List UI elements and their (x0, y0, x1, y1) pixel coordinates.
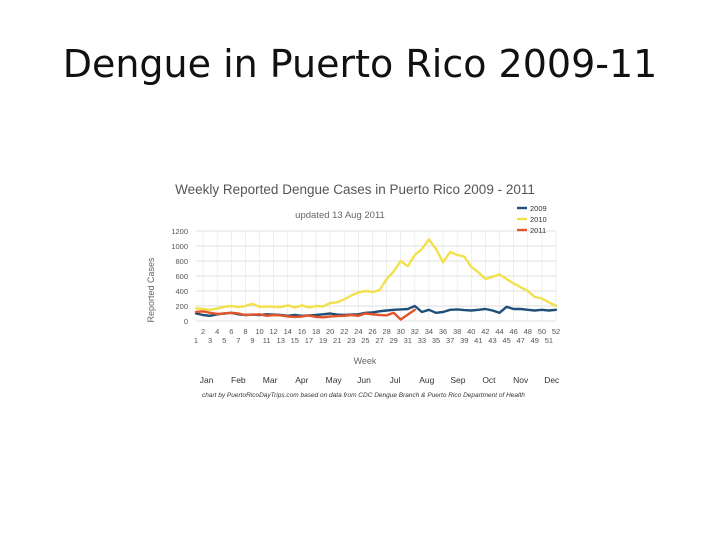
x-tick-label: 30 (397, 327, 405, 336)
month-label: Jun (357, 375, 371, 385)
chart-subtitle: updated 13 Aug 2011 (295, 210, 385, 221)
dengue-chart: Weekly Reported Dengue Cases in Puerto R… (140, 170, 580, 405)
y-axis-label: Reported Cases (146, 257, 156, 323)
x-tick-label: 24 (354, 327, 362, 336)
source-note: chart by PuertoRicoDayTrips.com based on… (202, 392, 525, 399)
month-label: Sep (450, 375, 465, 385)
x-tick-label: 47 (517, 336, 525, 345)
x-tick-label: 32 (411, 327, 419, 336)
month-label: May (326, 375, 343, 385)
x-tick-label: 52 (552, 327, 560, 336)
x-tick-label: 21 (333, 336, 341, 345)
x-tick-label: 25 (361, 336, 369, 345)
y-tick-label: 0 (184, 317, 188, 326)
month-label: Aug (419, 375, 434, 385)
x-tick-label: 1 (194, 336, 198, 345)
x-tick-label: 8 (243, 327, 247, 336)
x-tick-label: 6 (229, 327, 233, 336)
x-tick-label: 41 (474, 336, 482, 345)
x-tick-label: 20 (326, 327, 334, 336)
x-tick-label: 28 (382, 327, 390, 336)
x-tick-label: 27 (375, 336, 383, 345)
y-tick-label: 600 (175, 272, 188, 281)
y-tick-label: 1200 (171, 227, 188, 236)
x-tick-label: 42 (481, 327, 489, 336)
x-tick-label: 51 (545, 336, 553, 345)
x-tick-label: 46 (509, 327, 517, 336)
x-tick-label: 13 (277, 336, 285, 345)
x-tick-label: 50 (538, 327, 546, 336)
chart-svg: Weekly Reported Dengue Cases in Puerto R… (146, 182, 560, 399)
x-tick-label: 34 (425, 327, 433, 336)
x-tick-label: 7 (236, 336, 240, 345)
month-label: Mar (263, 375, 278, 385)
x-tick-label: 23 (347, 336, 355, 345)
x-tick-label: 15 (291, 336, 299, 345)
slide-title: Dengue in Puerto Rico 2009-11 (62, 42, 658, 86)
month-label: Nov (513, 375, 529, 385)
x-tick-label: 45 (502, 336, 510, 345)
x-tick-label: 19 (319, 336, 327, 345)
x-tick-label: 9 (250, 336, 254, 345)
x-tick-label: 14 (284, 327, 292, 336)
x-axis-label: Week (354, 356, 377, 366)
x-tick-label: 38 (453, 327, 461, 336)
x-tick-label: 49 (531, 336, 539, 345)
month-label: Oct (482, 375, 496, 385)
series-line-2011 (194, 308, 416, 321)
month-label: Feb (231, 375, 246, 385)
x-tick-label: 35 (432, 336, 440, 345)
x-tick-label: 4 (215, 327, 219, 336)
x-tick-label: 18 (312, 327, 320, 336)
y-tick-label: 400 (175, 287, 188, 296)
x-tick-label: 37 (446, 336, 454, 345)
x-tick-label: 2 (201, 327, 205, 336)
series-line-2010 (194, 238, 558, 312)
x-tick-label: 31 (404, 336, 412, 345)
month-label: Jan (200, 375, 214, 385)
series-layer (194, 238, 558, 321)
x-tick-label: 33 (418, 336, 426, 345)
x-tick-label: 36 (439, 327, 447, 336)
x-tick-label: 39 (460, 336, 468, 345)
x-tick-label: 44 (495, 327, 503, 336)
x-tick-label: 17 (305, 336, 313, 345)
x-tick-label: 16 (298, 327, 306, 336)
x-tick-label: 11 (263, 336, 271, 345)
x-tick-label: 26 (368, 327, 376, 336)
legend: 2009 2010 2011 (517, 204, 547, 235)
x-tick-label: 12 (269, 327, 277, 336)
month-label: Dec (544, 375, 560, 385)
month-label: Jul (390, 375, 401, 385)
x-tick-label: 5 (222, 336, 226, 345)
x-tick-label: 10 (255, 327, 263, 336)
y-tick-label: 1000 (171, 242, 188, 251)
legend-label-2010: 2010 (530, 215, 547, 224)
y-tick-label: 200 (175, 302, 188, 311)
y-tick-label: 800 (175, 257, 188, 266)
x-tick-label: 48 (524, 327, 532, 336)
legend-label-2011: 2011 (530, 226, 546, 235)
x-tick-label: 40 (467, 327, 475, 336)
x-tick-label: 22 (340, 327, 348, 336)
chart-title: Weekly Reported Dengue Cases in Puerto R… (175, 182, 535, 197)
month-label: Apr (295, 375, 308, 385)
x-tick-label: 43 (488, 336, 496, 345)
legend-label-2009: 2009 (530, 204, 547, 213)
x-tick-label: 29 (389, 336, 397, 345)
x-tick-label: 3 (208, 336, 212, 345)
